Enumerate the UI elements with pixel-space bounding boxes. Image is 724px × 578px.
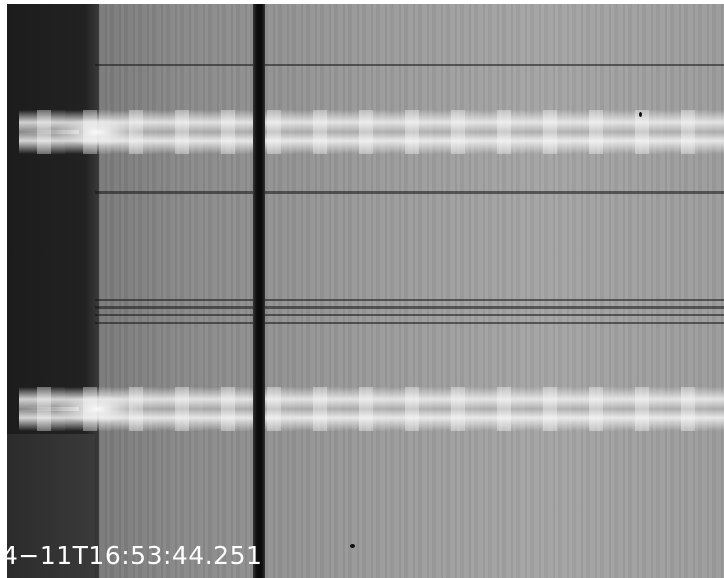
- dark-horizontal-line: [95, 314, 724, 316]
- dark-horizontal-line: [95, 64, 724, 66]
- dark-horizontal-line: [95, 322, 724, 324]
- dark-horizontal-line: [95, 306, 724, 309]
- spectrum-image: [7, 4, 724, 578]
- dark-horizontal-line: [95, 299, 724, 301]
- bright-spectral-band-upper: [19, 110, 724, 154]
- dust-speck: [639, 112, 642, 117]
- dark-vertical-line: [253, 4, 265, 578]
- bright-spectral-band-lower: [19, 387, 724, 431]
- dust-speck: [350, 544, 355, 548]
- dark-left-edge-lower: [7, 434, 95, 578]
- dark-horizontal-line: [95, 191, 724, 194]
- timestamp-overlay: 4−11T16:53:44.251: [2, 541, 263, 570]
